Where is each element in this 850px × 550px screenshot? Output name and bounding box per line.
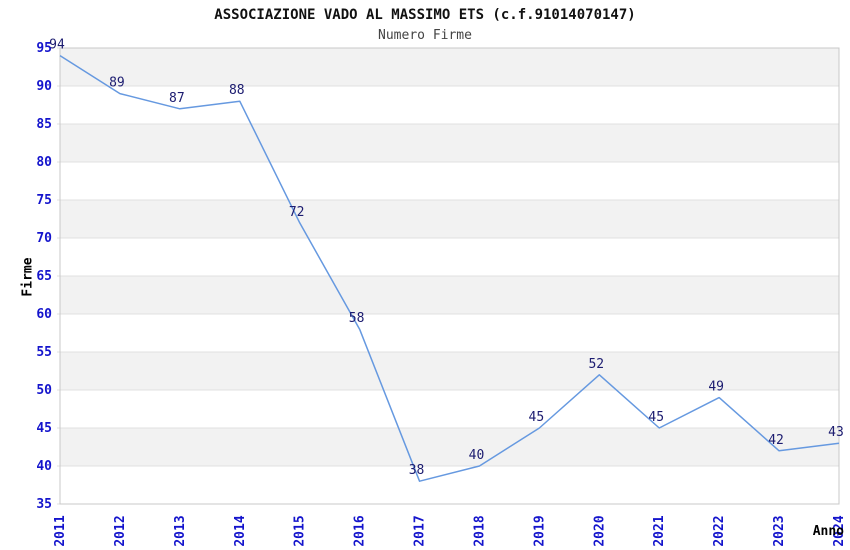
y-tick-label: 90 [36,79,52,94]
x-tick-label: 2017 [413,515,428,546]
y-tick-label: 95 [36,41,52,56]
y-axis-title: Firme [20,257,36,297]
point-label: 43 [828,425,844,440]
x-tick-label: 2011 [53,515,68,546]
y-tick-label: 85 [36,117,52,132]
x-tick-label: 2024 [832,515,847,546]
y-tick-label: 50 [36,383,52,398]
plot-band [60,200,839,238]
x-tick-label: 2016 [353,515,368,546]
point-label: 52 [588,357,604,372]
plot-band [60,124,839,162]
point-label: 45 [648,410,664,425]
plot-band [60,276,839,314]
point-label: 72 [289,205,305,220]
y-tick-label: 70 [36,231,52,246]
x-tick-label: 2023 [772,515,787,546]
y-tick-label: 40 [36,459,52,474]
plot-band [60,428,839,466]
data-line [59,54,840,482]
x-tick-label: 2022 [712,515,727,546]
x-axis-title: Anno [812,524,844,539]
x-tick-label: 2013 [173,515,188,546]
y-tick-label: 65 [36,269,52,284]
point-label: 45 [529,410,545,425]
x-tick-label: 2021 [652,515,667,546]
point-label: 42 [768,433,784,448]
x-tick-label: 2019 [532,515,547,546]
plot-border [59,47,840,505]
point-label: 87 [169,91,185,106]
y-tick-label: 45 [36,421,52,436]
chart-subtitle: Numero Firme [378,28,472,43]
point-label: 49 [708,380,724,395]
y-tick-label: 60 [36,307,52,322]
point-label: 38 [409,463,425,478]
x-tick-label: 2012 [113,515,128,546]
point-label: 40 [469,448,485,463]
point-label: 88 [229,83,245,98]
x-tick-label: 2014 [233,515,248,546]
x-tick-label: 2018 [472,515,487,546]
plot-band [60,48,839,86]
chart-title: ASSOCIAZIONE VADO AL MASSIMO ETS (c.f.91… [214,7,636,23]
plot-band [60,352,839,390]
x-tick-label: 2020 [592,515,607,546]
y-tick-label: 75 [36,193,52,208]
point-label: 94 [49,38,65,53]
y-tick-label: 35 [36,497,52,512]
point-label: 58 [349,311,365,326]
y-tick-label: 55 [36,345,52,360]
point-label: 89 [109,76,125,91]
y-tick-label: 80 [36,155,52,170]
x-tick-label: 2015 [293,515,308,546]
